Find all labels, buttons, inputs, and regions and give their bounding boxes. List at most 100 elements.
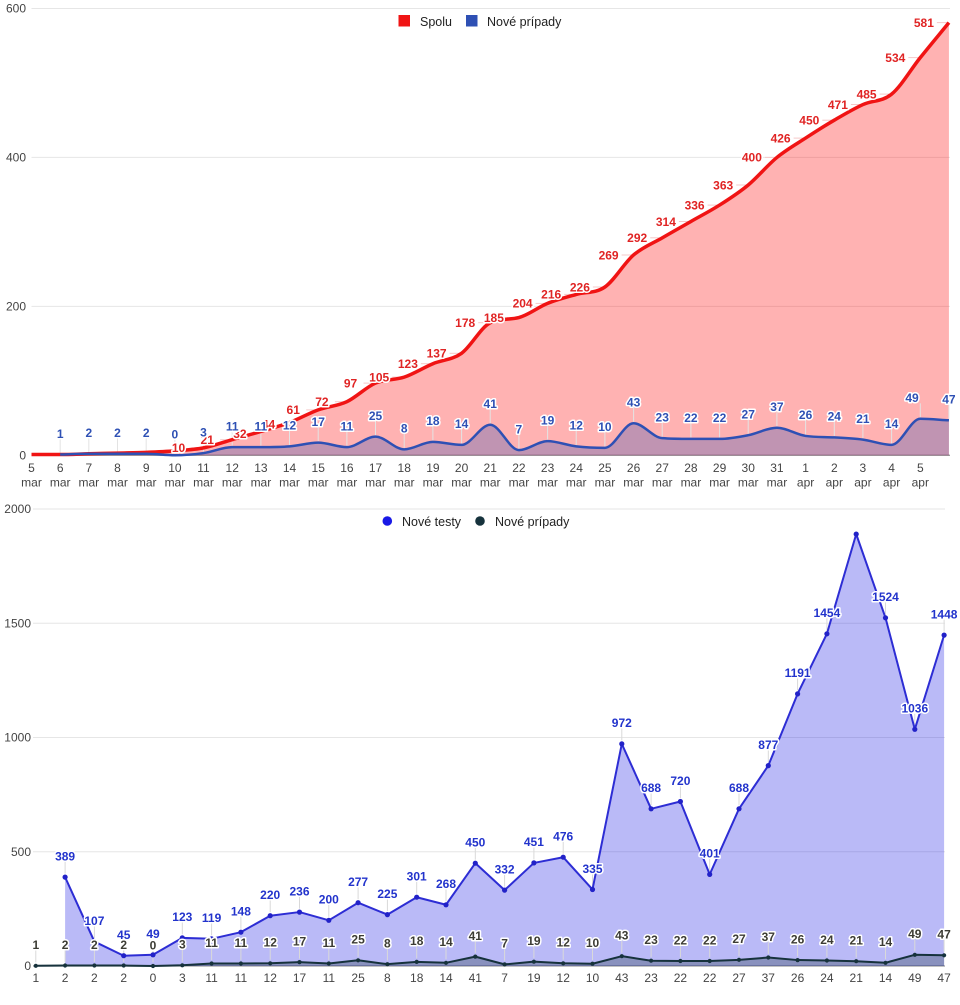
svg-text:Spolu: Spolu [420,15,452,29]
svg-text:476: 476 [553,830,573,844]
svg-text:5: 5 [917,461,924,475]
svg-text:8: 8 [384,971,391,985]
svg-text:688: 688 [729,781,749,795]
svg-text:11: 11 [205,971,218,985]
svg-text:485: 485 [857,87,877,101]
svg-text:3: 3 [179,971,186,985]
svg-text:mar: mar [337,476,358,490]
svg-text:23: 23 [541,461,555,475]
svg-text:1: 1 [32,938,39,952]
svg-text:426: 426 [771,131,791,145]
svg-text:mar: mar [308,476,329,490]
svg-text:972: 972 [612,716,632,730]
svg-text:19: 19 [527,971,541,985]
svg-text:19: 19 [541,414,555,428]
svg-text:185: 185 [484,311,504,325]
svg-text:12: 12 [264,971,278,985]
svg-text:mar: mar [107,476,128,490]
svg-text:24: 24 [828,410,842,424]
svg-text:12: 12 [283,419,297,433]
svg-text:401: 401 [700,847,720,861]
svg-text:14: 14 [455,417,469,431]
svg-text:17: 17 [293,971,307,985]
svg-text:22: 22 [674,971,688,985]
svg-text:2: 2 [62,971,69,985]
svg-text:26: 26 [627,461,641,475]
svg-text:17: 17 [369,461,383,475]
svg-text:18: 18 [410,934,424,948]
svg-text:10: 10 [168,461,182,475]
svg-text:107: 107 [84,914,104,928]
svg-text:25: 25 [351,971,365,985]
svg-text:18: 18 [410,971,424,985]
svg-text:23: 23 [644,971,658,985]
svg-text:1036: 1036 [901,702,928,716]
svg-text:11: 11 [226,419,239,433]
svg-text:1: 1 [802,461,809,475]
svg-text:mar: mar [193,476,214,490]
svg-text:389: 389 [55,849,75,863]
svg-text:26: 26 [791,932,805,946]
svg-text:1: 1 [57,427,64,441]
svg-text:27: 27 [742,408,756,422]
svg-text:mar: mar [251,476,272,490]
svg-text:14: 14 [439,971,453,985]
svg-text:apr: apr [854,476,871,490]
svg-text:450: 450 [465,836,485,850]
svg-text:18: 18 [426,414,440,428]
svg-text:43: 43 [627,396,641,410]
svg-text:61: 61 [287,403,301,417]
svg-text:581: 581 [914,16,934,30]
svg-text:336: 336 [685,198,705,212]
svg-text:720: 720 [670,774,690,788]
svg-text:27: 27 [732,932,746,946]
svg-text:mar: mar [480,476,501,490]
svg-text:0: 0 [24,959,31,973]
svg-text:11: 11 [197,461,210,475]
svg-text:14: 14 [879,935,893,949]
svg-text:mar: mar [78,476,99,490]
svg-text:24: 24 [820,971,834,985]
svg-text:17: 17 [293,934,307,948]
svg-text:14: 14 [283,461,297,475]
svg-text:27: 27 [656,461,670,475]
svg-text:688: 688 [641,781,661,795]
svg-text:11: 11 [235,936,248,950]
svg-text:apr: apr [826,476,843,490]
svg-text:47: 47 [942,393,956,407]
svg-text:19: 19 [527,934,541,948]
svg-text:18: 18 [398,461,412,475]
svg-text:31: 31 [770,461,784,475]
svg-text:10: 10 [586,971,600,985]
svg-text:mar: mar [709,476,730,490]
svg-text:mar: mar [623,476,644,490]
svg-text:471: 471 [828,98,848,112]
svg-text:8: 8 [114,461,121,475]
svg-text:14: 14 [439,935,453,949]
svg-text:25: 25 [351,933,365,947]
svg-text:3: 3 [179,938,186,952]
svg-text:10: 10 [586,936,600,950]
svg-text:400: 400 [6,151,26,165]
svg-text:1454: 1454 [814,606,841,620]
svg-text:26: 26 [791,971,805,985]
svg-text:11: 11 [322,936,335,950]
svg-text:21: 21 [856,412,870,426]
svg-text:332: 332 [495,862,515,876]
svg-text:2: 2 [120,971,127,985]
svg-text:72: 72 [315,395,329,409]
svg-text:mar: mar [595,476,616,490]
svg-text:49: 49 [905,391,919,405]
svg-text:97: 97 [344,376,358,390]
svg-text:5: 5 [28,461,35,475]
svg-text:119: 119 [202,911,222,925]
svg-text:Nové testy: Nové testy [402,515,462,529]
svg-text:534: 534 [885,51,905,65]
svg-text:apr: apr [883,476,900,490]
svg-text:600: 600 [6,2,26,16]
svg-text:12: 12 [264,936,278,950]
svg-text:22: 22 [713,411,727,425]
svg-text:877: 877 [758,738,778,752]
svg-text:mar: mar [222,476,243,490]
svg-text:37: 37 [770,400,784,414]
